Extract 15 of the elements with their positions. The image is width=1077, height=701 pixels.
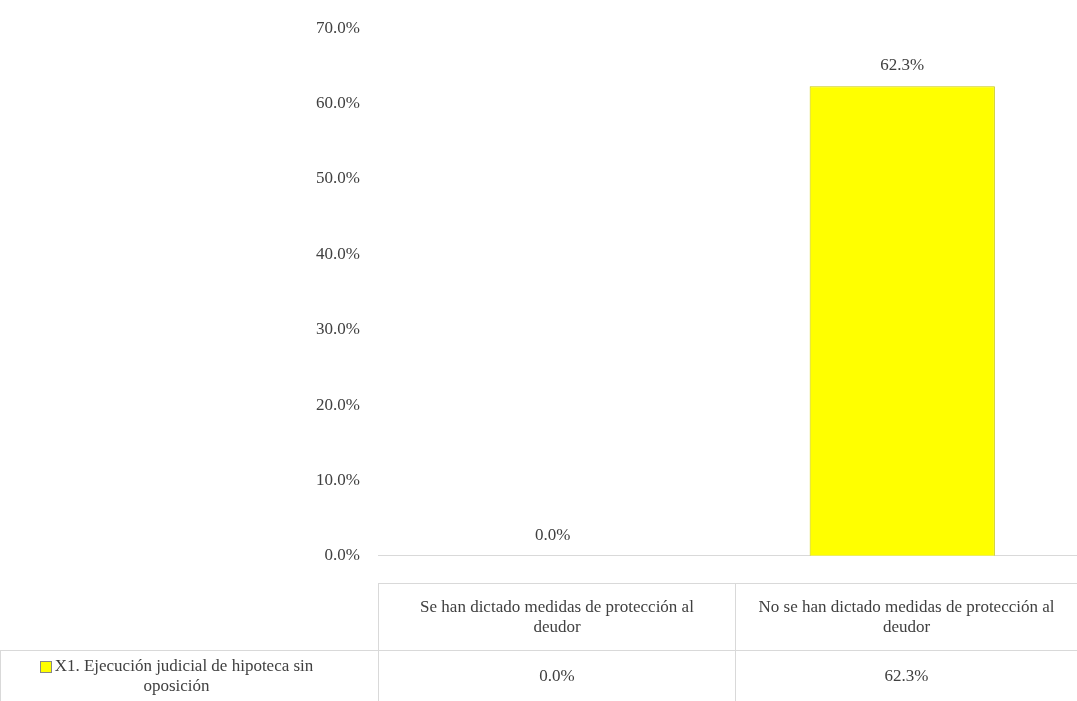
data-label: 0.0% bbox=[378, 650, 736, 701]
y-tick-label: 30.0% bbox=[316, 319, 360, 339]
x-tick-label: No se han dictado medidas de protección al deudor bbox=[735, 583, 1077, 651]
x-tick-label: Se han dictado medidas de protección al deudor bbox=[378, 583, 736, 651]
y-tick-label: 20.0% bbox=[316, 394, 360, 414]
data-label: 62.3% bbox=[735, 650, 1077, 701]
text: 0.0% bbox=[535, 524, 571, 544]
y-tick-label: 50.0% bbox=[316, 168, 360, 188]
y-tick-label: 70.0% bbox=[316, 17, 360, 37]
y-tick-label: 0.0% bbox=[324, 545, 360, 565]
y-tick-label: 60.0% bbox=[316, 93, 360, 113]
y-tick-label: 10.0% bbox=[316, 469, 360, 489]
y-tick-label: 40.0% bbox=[316, 243, 360, 263]
text: 62.3% bbox=[880, 55, 925, 75]
legend-label: X1. Ejecución judicial de hipoteca sin oposición bbox=[0, 650, 379, 701]
